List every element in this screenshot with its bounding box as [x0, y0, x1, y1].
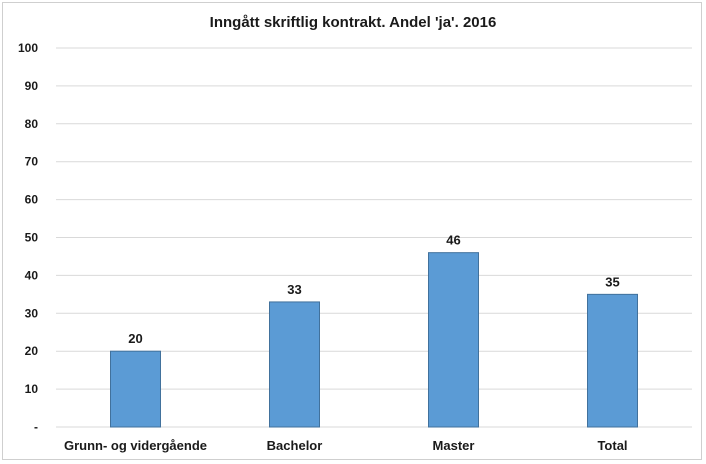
- category-label: Master: [433, 438, 475, 453]
- y-tick-label: 60: [25, 193, 39, 207]
- data-label: 20: [128, 331, 142, 346]
- y-tick-label: 20: [25, 344, 39, 358]
- y-tick-label: 10: [25, 382, 39, 396]
- y-axis-ticks: - 10 20 30 40 50 60 70 80 90 100: [18, 41, 38, 434]
- bar: [428, 252, 479, 428]
- category-label: Bachelor: [267, 438, 323, 453]
- bar: [587, 293, 638, 428]
- chart-title: Inngått skriftlig kontrakt. Andel 'ja'. …: [210, 14, 497, 31]
- bar: [269, 301, 320, 428]
- category-labels: Grunn- og vidergående Bachelor Master Total: [64, 438, 628, 453]
- y-tick-label: -: [34, 420, 38, 434]
- y-tick-label: 30: [25, 306, 39, 320]
- data-labels: 20 33 46 35: [128, 233, 619, 347]
- y-tick-label: 80: [25, 117, 39, 131]
- y-tick-label: 100: [18, 41, 38, 55]
- grid-layer: [56, 47, 692, 428]
- data-label: 33: [287, 282, 301, 297]
- data-label: 46: [446, 233, 460, 248]
- bar: [110, 350, 161, 428]
- bars: [110, 252, 638, 428]
- data-label: 35: [605, 274, 619, 289]
- y-tick-label: 40: [25, 268, 39, 282]
- y-tick-label: 90: [25, 79, 39, 93]
- category-label: Grunn- og vidergående: [64, 438, 207, 453]
- y-tick-label: 50: [25, 231, 39, 245]
- y-tick-label: 70: [25, 155, 39, 169]
- category-label: Total: [597, 438, 627, 453]
